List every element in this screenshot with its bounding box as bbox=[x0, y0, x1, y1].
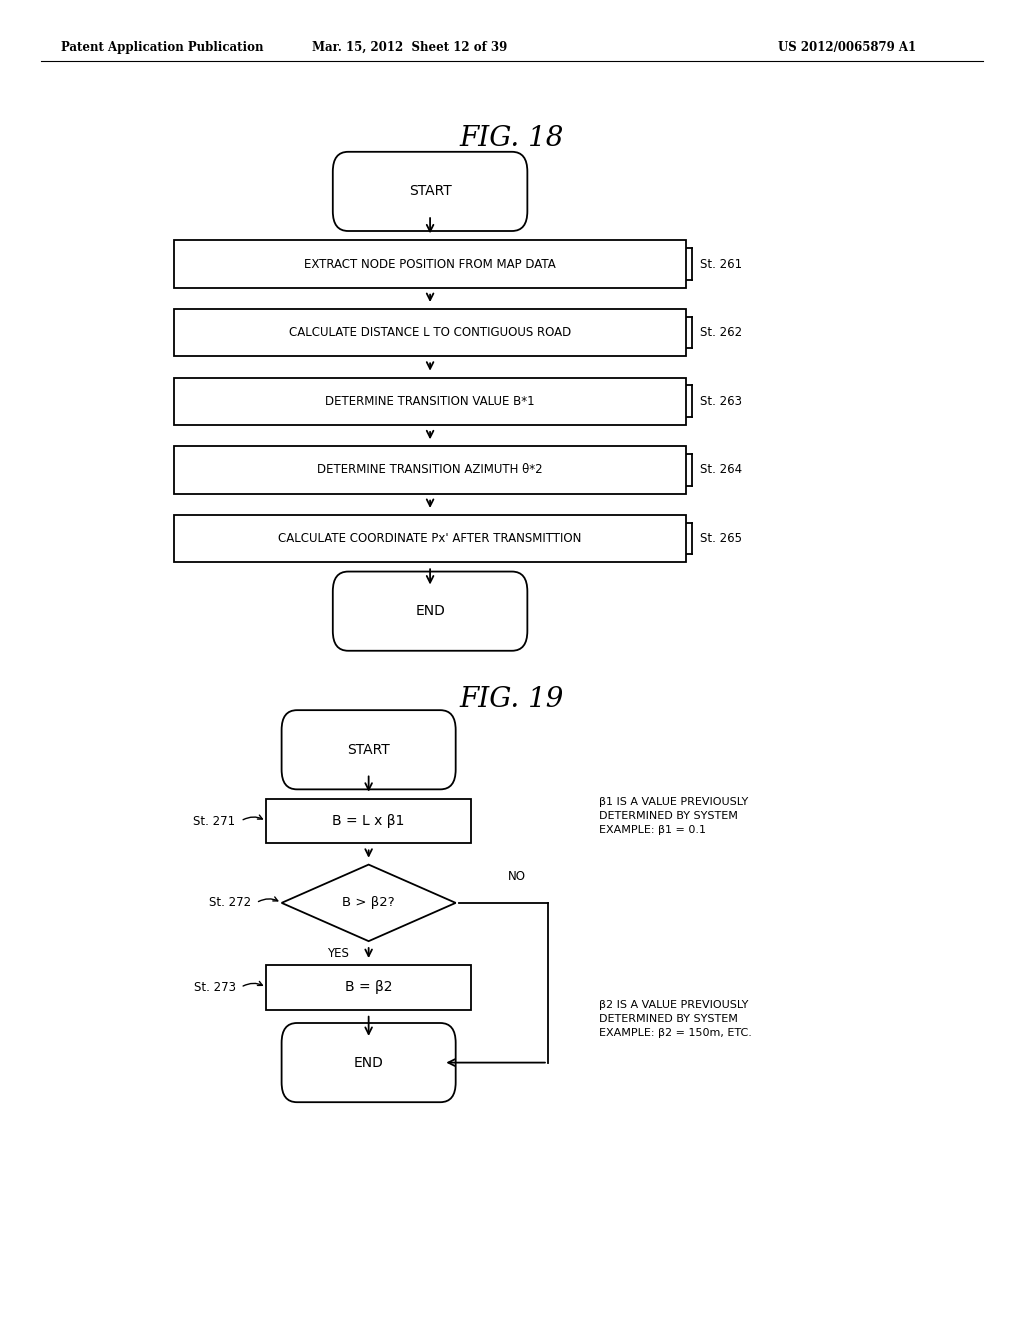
Polygon shape bbox=[282, 865, 456, 941]
FancyBboxPatch shape bbox=[282, 710, 456, 789]
FancyBboxPatch shape bbox=[174, 378, 686, 425]
Text: CALCULATE DISTANCE L TO CONTIGUOUS ROAD: CALCULATE DISTANCE L TO CONTIGUOUS ROAD bbox=[289, 326, 571, 339]
FancyBboxPatch shape bbox=[174, 309, 686, 356]
Text: EXTRACT NODE POSITION FROM MAP DATA: EXTRACT NODE POSITION FROM MAP DATA bbox=[304, 257, 556, 271]
FancyBboxPatch shape bbox=[174, 515, 686, 562]
Text: START: START bbox=[347, 743, 390, 756]
Text: β2 IS A VALUE PREVIOUSLY
DETERMINED BY SYSTEM
EXAMPLE: β2 = 150m, ETC.: β2 IS A VALUE PREVIOUSLY DETERMINED BY S… bbox=[599, 1001, 752, 1038]
Text: β1 IS A VALUE PREVIOUSLY
DETERMINED BY SYSTEM
EXAMPLE: β1 = 0.1: β1 IS A VALUE PREVIOUSLY DETERMINED BY S… bbox=[599, 797, 749, 834]
Text: B = β2: B = β2 bbox=[345, 981, 392, 994]
Text: NO: NO bbox=[508, 870, 526, 883]
FancyBboxPatch shape bbox=[266, 799, 471, 843]
Text: St. 265: St. 265 bbox=[700, 532, 742, 545]
Text: DETERMINE TRANSITION VALUE B*1: DETERMINE TRANSITION VALUE B*1 bbox=[326, 395, 535, 408]
Text: St. 272: St. 272 bbox=[209, 896, 251, 909]
FancyBboxPatch shape bbox=[174, 446, 686, 494]
Text: St. 264: St. 264 bbox=[700, 463, 742, 477]
FancyBboxPatch shape bbox=[174, 240, 686, 288]
Text: B > β2?: B > β2? bbox=[342, 896, 395, 909]
FancyBboxPatch shape bbox=[282, 1023, 456, 1102]
Text: END: END bbox=[415, 605, 445, 618]
Text: St. 273: St. 273 bbox=[194, 981, 236, 994]
Text: Patent Application Publication: Patent Application Publication bbox=[61, 41, 264, 54]
Text: END: END bbox=[353, 1056, 384, 1069]
Text: START: START bbox=[409, 185, 452, 198]
Text: St. 262: St. 262 bbox=[700, 326, 742, 339]
Text: FIG. 19: FIG. 19 bbox=[460, 686, 564, 713]
Text: St. 261: St. 261 bbox=[700, 257, 742, 271]
Text: YES: YES bbox=[327, 946, 349, 960]
Text: St. 271: St. 271 bbox=[194, 814, 236, 828]
Text: Mar. 15, 2012  Sheet 12 of 39: Mar. 15, 2012 Sheet 12 of 39 bbox=[312, 41, 507, 54]
Text: US 2012/0065879 A1: US 2012/0065879 A1 bbox=[778, 41, 916, 54]
FancyBboxPatch shape bbox=[333, 152, 527, 231]
FancyBboxPatch shape bbox=[266, 965, 471, 1010]
Text: DETERMINE TRANSITION AZIMUTH θ*2: DETERMINE TRANSITION AZIMUTH θ*2 bbox=[317, 463, 543, 477]
Text: St. 263: St. 263 bbox=[700, 395, 742, 408]
FancyBboxPatch shape bbox=[333, 572, 527, 651]
Text: CALCULATE COORDINATE Px' AFTER TRANSMITTION: CALCULATE COORDINATE Px' AFTER TRANSMITT… bbox=[279, 532, 582, 545]
Text: FIG. 18: FIG. 18 bbox=[460, 125, 564, 152]
Text: B = L x β1: B = L x β1 bbox=[333, 814, 404, 828]
